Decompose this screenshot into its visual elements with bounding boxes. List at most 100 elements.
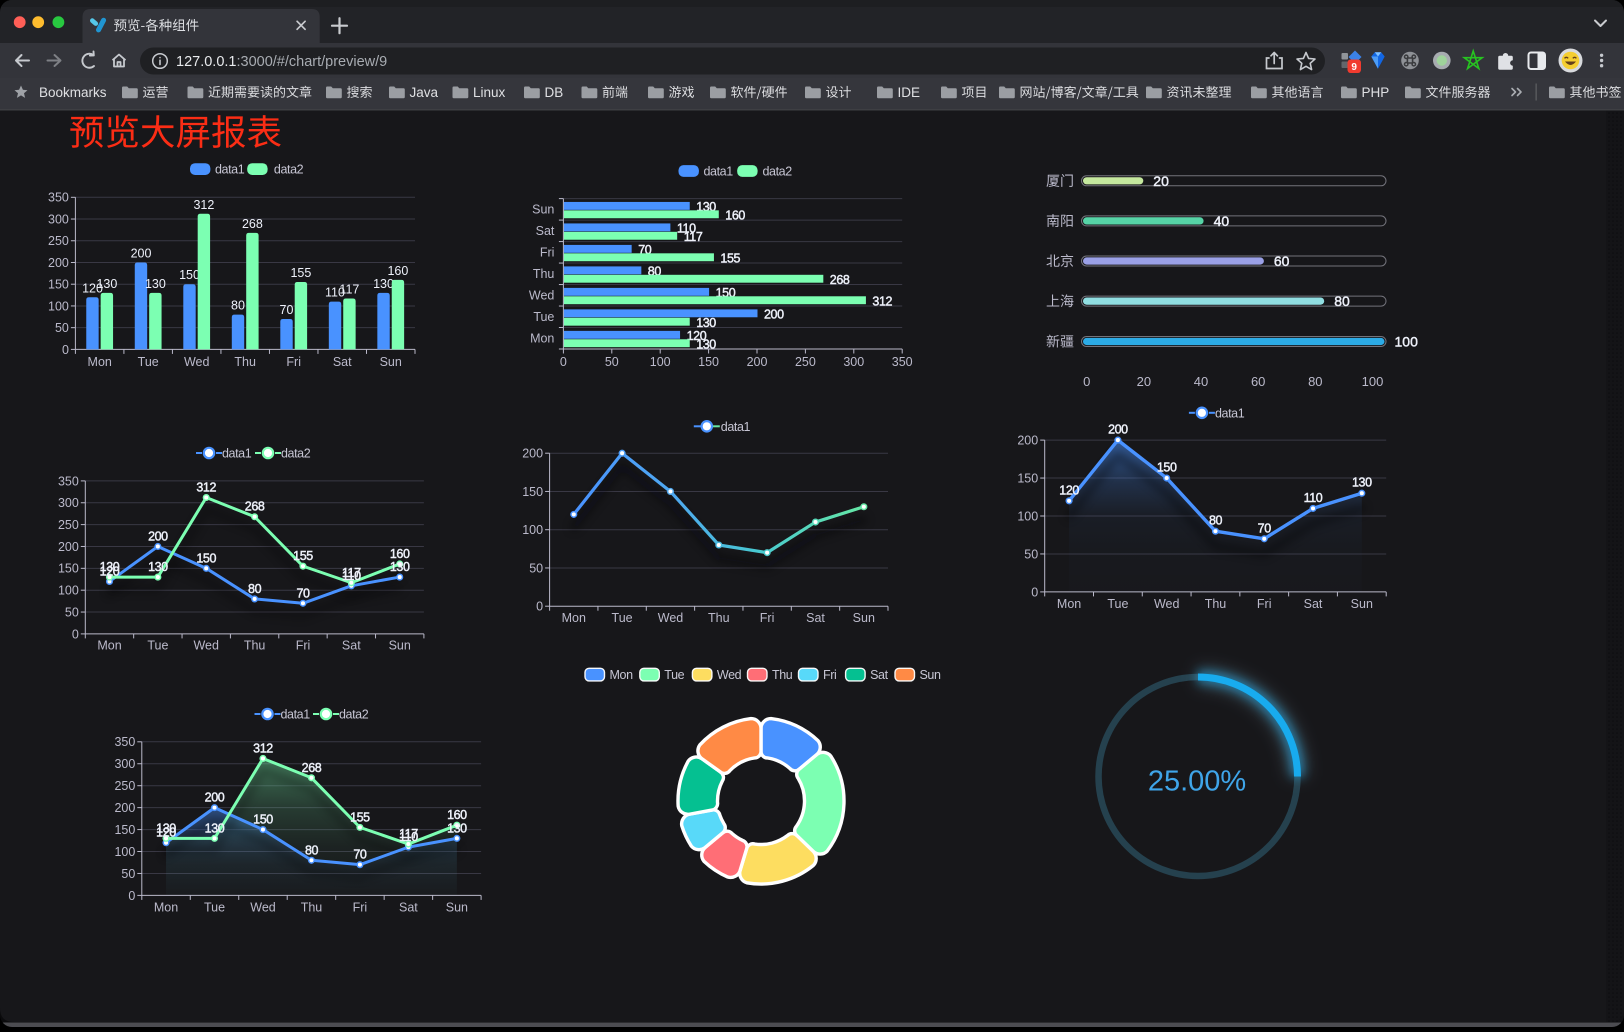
svg-text:Tue: Tue: [664, 668, 684, 682]
svg-text:Wed: Wed: [250, 901, 276, 915]
svg-text:150: 150: [253, 813, 273, 827]
svg-text:Thu: Thu: [301, 901, 323, 915]
svg-text:312: 312: [193, 198, 214, 212]
svg-text:350: 350: [892, 355, 913, 369]
svg-text:Sat: Sat: [342, 639, 361, 653]
svg-text:120: 120: [687, 329, 707, 343]
svg-text:155: 155: [290, 266, 311, 280]
svg-text:50: 50: [605, 355, 619, 369]
svg-text:70: 70: [1258, 521, 1272, 535]
svg-text:160: 160: [390, 547, 410, 561]
svg-text:Wed: Wed: [1154, 597, 1180, 611]
svg-text:200: 200: [1108, 423, 1128, 437]
svg-text:data1: data1: [222, 447, 252, 461]
svg-text:data1: data1: [721, 420, 751, 434]
svg-text:200: 200: [764, 308, 784, 322]
svg-text:Mon: Mon: [1057, 597, 1081, 611]
svg-text:Mon: Mon: [562, 611, 586, 625]
svg-text:0: 0: [1031, 585, 1038, 599]
svg-text:117: 117: [339, 283, 359, 297]
svg-text:Bookmarks: Bookmarks: [39, 85, 107, 100]
svg-text:Fri: Fri: [286, 355, 301, 369]
svg-text:250: 250: [795, 355, 816, 369]
svg-text:80: 80: [1209, 514, 1223, 528]
svg-text:60: 60: [1251, 374, 1265, 389]
svg-text:250: 250: [114, 779, 135, 793]
svg-text:300: 300: [58, 496, 79, 510]
svg-text:Sat: Sat: [536, 224, 555, 238]
svg-text:80: 80: [1308, 374, 1322, 389]
svg-text:250: 250: [48, 234, 69, 248]
svg-text:50: 50: [121, 867, 135, 881]
svg-text:100: 100: [522, 523, 543, 537]
svg-text:Sun: Sun: [446, 901, 468, 915]
svg-text:117: 117: [342, 566, 361, 580]
svg-text:9: 9: [1351, 62, 1357, 73]
svg-text:40: 40: [1194, 374, 1208, 389]
svg-text:0: 0: [536, 600, 543, 614]
svg-text:100: 100: [1362, 374, 1384, 389]
svg-text:Tue: Tue: [533, 310, 554, 324]
svg-text:Tue: Tue: [612, 611, 633, 625]
svg-text:Thu: Thu: [234, 355, 256, 369]
svg-text:60: 60: [1274, 253, 1290, 269]
svg-text:80: 80: [305, 843, 319, 857]
svg-text:100: 100: [650, 355, 671, 369]
svg-text:150: 150: [114, 823, 135, 837]
svg-text:Mon: Mon: [88, 355, 112, 369]
svg-text:70: 70: [353, 848, 367, 862]
svg-text:Thu: Thu: [533, 267, 555, 281]
svg-text:Sat: Sat: [399, 901, 418, 915]
svg-text:80: 80: [248, 582, 262, 596]
svg-text:155: 155: [350, 810, 370, 824]
svg-text:350: 350: [58, 474, 79, 488]
svg-text:100: 100: [1395, 334, 1419, 350]
svg-text:120: 120: [1059, 483, 1079, 497]
svg-text:130: 130: [447, 821, 467, 835]
svg-text:100: 100: [114, 845, 135, 859]
svg-text:150: 150: [1157, 461, 1177, 475]
svg-text:data1: data1: [1215, 406, 1245, 420]
svg-text:160: 160: [725, 209, 745, 223]
svg-text:130: 130: [96, 277, 117, 291]
svg-text:200: 200: [522, 447, 543, 461]
svg-text:268: 268: [302, 761, 322, 775]
svg-text:Sat: Sat: [1304, 597, 1323, 611]
svg-text:268: 268: [242, 217, 263, 231]
svg-text:268: 268: [245, 500, 265, 514]
svg-text:DB: DB: [545, 85, 564, 100]
svg-text:Mon: Mon: [97, 639, 121, 653]
svg-text:0: 0: [560, 355, 567, 369]
svg-text:Sat: Sat: [870, 668, 888, 682]
svg-text:150: 150: [48, 278, 69, 292]
svg-text:312: 312: [196, 481, 216, 495]
svg-text:150: 150: [522, 485, 543, 499]
svg-text:Thu: Thu: [772, 668, 793, 682]
svg-text:150: 150: [698, 355, 719, 369]
svg-text:data1: data1: [281, 708, 311, 722]
svg-text:120: 120: [100, 564, 120, 578]
svg-text:130: 130: [145, 277, 166, 291]
svg-text:110: 110: [325, 286, 345, 300]
svg-text:Sun: Sun: [389, 639, 411, 653]
svg-text:160: 160: [387, 264, 408, 278]
svg-text:130: 130: [696, 338, 716, 352]
svg-text:Wed: Wed: [717, 668, 742, 682]
svg-text:150: 150: [179, 268, 200, 282]
svg-text:Sun: Sun: [1351, 597, 1373, 611]
svg-text:130: 130: [100, 560, 120, 574]
svg-text:Wed: Wed: [193, 639, 219, 653]
svg-text:Tue: Tue: [1107, 597, 1128, 611]
svg-text:Tue: Tue: [204, 901, 225, 915]
svg-text:200: 200: [747, 355, 768, 369]
svg-text:312: 312: [253, 742, 273, 756]
svg-text:110: 110: [342, 569, 361, 583]
svg-text:Fri: Fri: [296, 639, 311, 653]
svg-text:50: 50: [65, 605, 79, 619]
svg-text:150: 150: [196, 551, 216, 565]
svg-text:Thu: Thu: [708, 611, 730, 625]
svg-text:Mon: Mon: [154, 901, 178, 915]
svg-text:25.00%: 25.00%: [1148, 766, 1246, 798]
svg-text:130: 130: [156, 821, 176, 835]
svg-text:300: 300: [48, 212, 69, 226]
